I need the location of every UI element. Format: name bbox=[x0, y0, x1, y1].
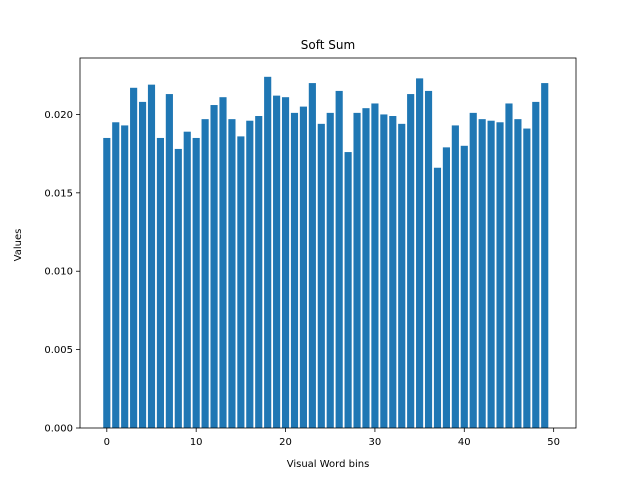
bar-14 bbox=[228, 119, 236, 428]
bar-40 bbox=[460, 145, 468, 428]
x-axis-ticks: 0 10 20 30 40 50 bbox=[104, 428, 560, 448]
x-tick-label: 0 bbox=[104, 437, 110, 448]
chart-title: Soft Sum bbox=[301, 38, 355, 52]
bar-35 bbox=[416, 78, 424, 429]
bar-27 bbox=[344, 152, 352, 428]
x-tick-label: 50 bbox=[547, 437, 560, 448]
bar-22 bbox=[299, 106, 307, 429]
bar-30 bbox=[371, 103, 379, 429]
y-tick-label: 0.015 bbox=[44, 188, 73, 199]
y-tick-label: 0.005 bbox=[44, 345, 73, 356]
bar-38 bbox=[442, 147, 450, 428]
bar-23 bbox=[308, 83, 316, 428]
x-tick-label: 10 bbox=[190, 437, 203, 448]
bar-0 bbox=[103, 137, 111, 428]
y-tick-label: 0.010 bbox=[44, 267, 73, 278]
x-axis-label: Visual Word bins bbox=[287, 459, 370, 470]
bar-39 bbox=[451, 125, 459, 428]
bar-45 bbox=[505, 103, 513, 429]
bar-7 bbox=[165, 94, 173, 428]
bar-10 bbox=[192, 137, 200, 428]
x-tick-label: 30 bbox=[369, 437, 382, 448]
bar-28 bbox=[353, 112, 361, 429]
bar-26 bbox=[335, 90, 343, 428]
bar-12 bbox=[210, 105, 218, 428]
bar-19 bbox=[273, 95, 281, 428]
y-axis-label: Values bbox=[13, 229, 24, 262]
bar-25 bbox=[326, 112, 334, 429]
bar-21 bbox=[290, 112, 299, 429]
bar-36 bbox=[424, 90, 433, 428]
bar-11 bbox=[201, 119, 209, 428]
bar-16 bbox=[246, 120, 254, 429]
plot-frame bbox=[79, 57, 577, 429]
bar-5 bbox=[147, 84, 156, 429]
bar-3 bbox=[130, 87, 138, 428]
y-axis-ticks: 0.000 0.005 0.010 0.015 0.020 bbox=[44, 110, 80, 435]
x-tick-label: 20 bbox=[279, 437, 292, 448]
bar-18 bbox=[264, 76, 272, 428]
bar-8 bbox=[174, 148, 182, 429]
bar-46 bbox=[514, 119, 522, 428]
bar-4 bbox=[138, 101, 147, 428]
y-tick-label: 0.020 bbox=[44, 110, 73, 121]
bar-44 bbox=[496, 122, 504, 428]
x-tick-label: 40 bbox=[458, 437, 471, 448]
bar-49 bbox=[541, 83, 549, 428]
bar-42 bbox=[478, 119, 486, 428]
bar-33 bbox=[398, 123, 406, 428]
bar-24 bbox=[317, 123, 325, 428]
bar-34 bbox=[407, 94, 415, 428]
bar-2 bbox=[121, 125, 129, 428]
bar-43 bbox=[487, 120, 495, 429]
bar-41 bbox=[469, 112, 477, 429]
bar-17 bbox=[255, 116, 263, 428]
bar-29 bbox=[362, 108, 370, 428]
bar-1 bbox=[112, 122, 120, 428]
bar-15 bbox=[237, 136, 245, 428]
bar-6 bbox=[156, 137, 165, 428]
bar-13 bbox=[219, 97, 227, 428]
bar-32 bbox=[389, 116, 397, 428]
bar-47 bbox=[523, 128, 531, 428]
y-tick-label: 0.000 bbox=[44, 424, 73, 435]
bar-9 bbox=[183, 131, 191, 428]
bars-group bbox=[103, 76, 549, 429]
bar-48 bbox=[532, 101, 540, 428]
bar-37 bbox=[433, 167, 442, 428]
bar-20 bbox=[281, 97, 290, 428]
bar-31 bbox=[380, 114, 388, 429]
